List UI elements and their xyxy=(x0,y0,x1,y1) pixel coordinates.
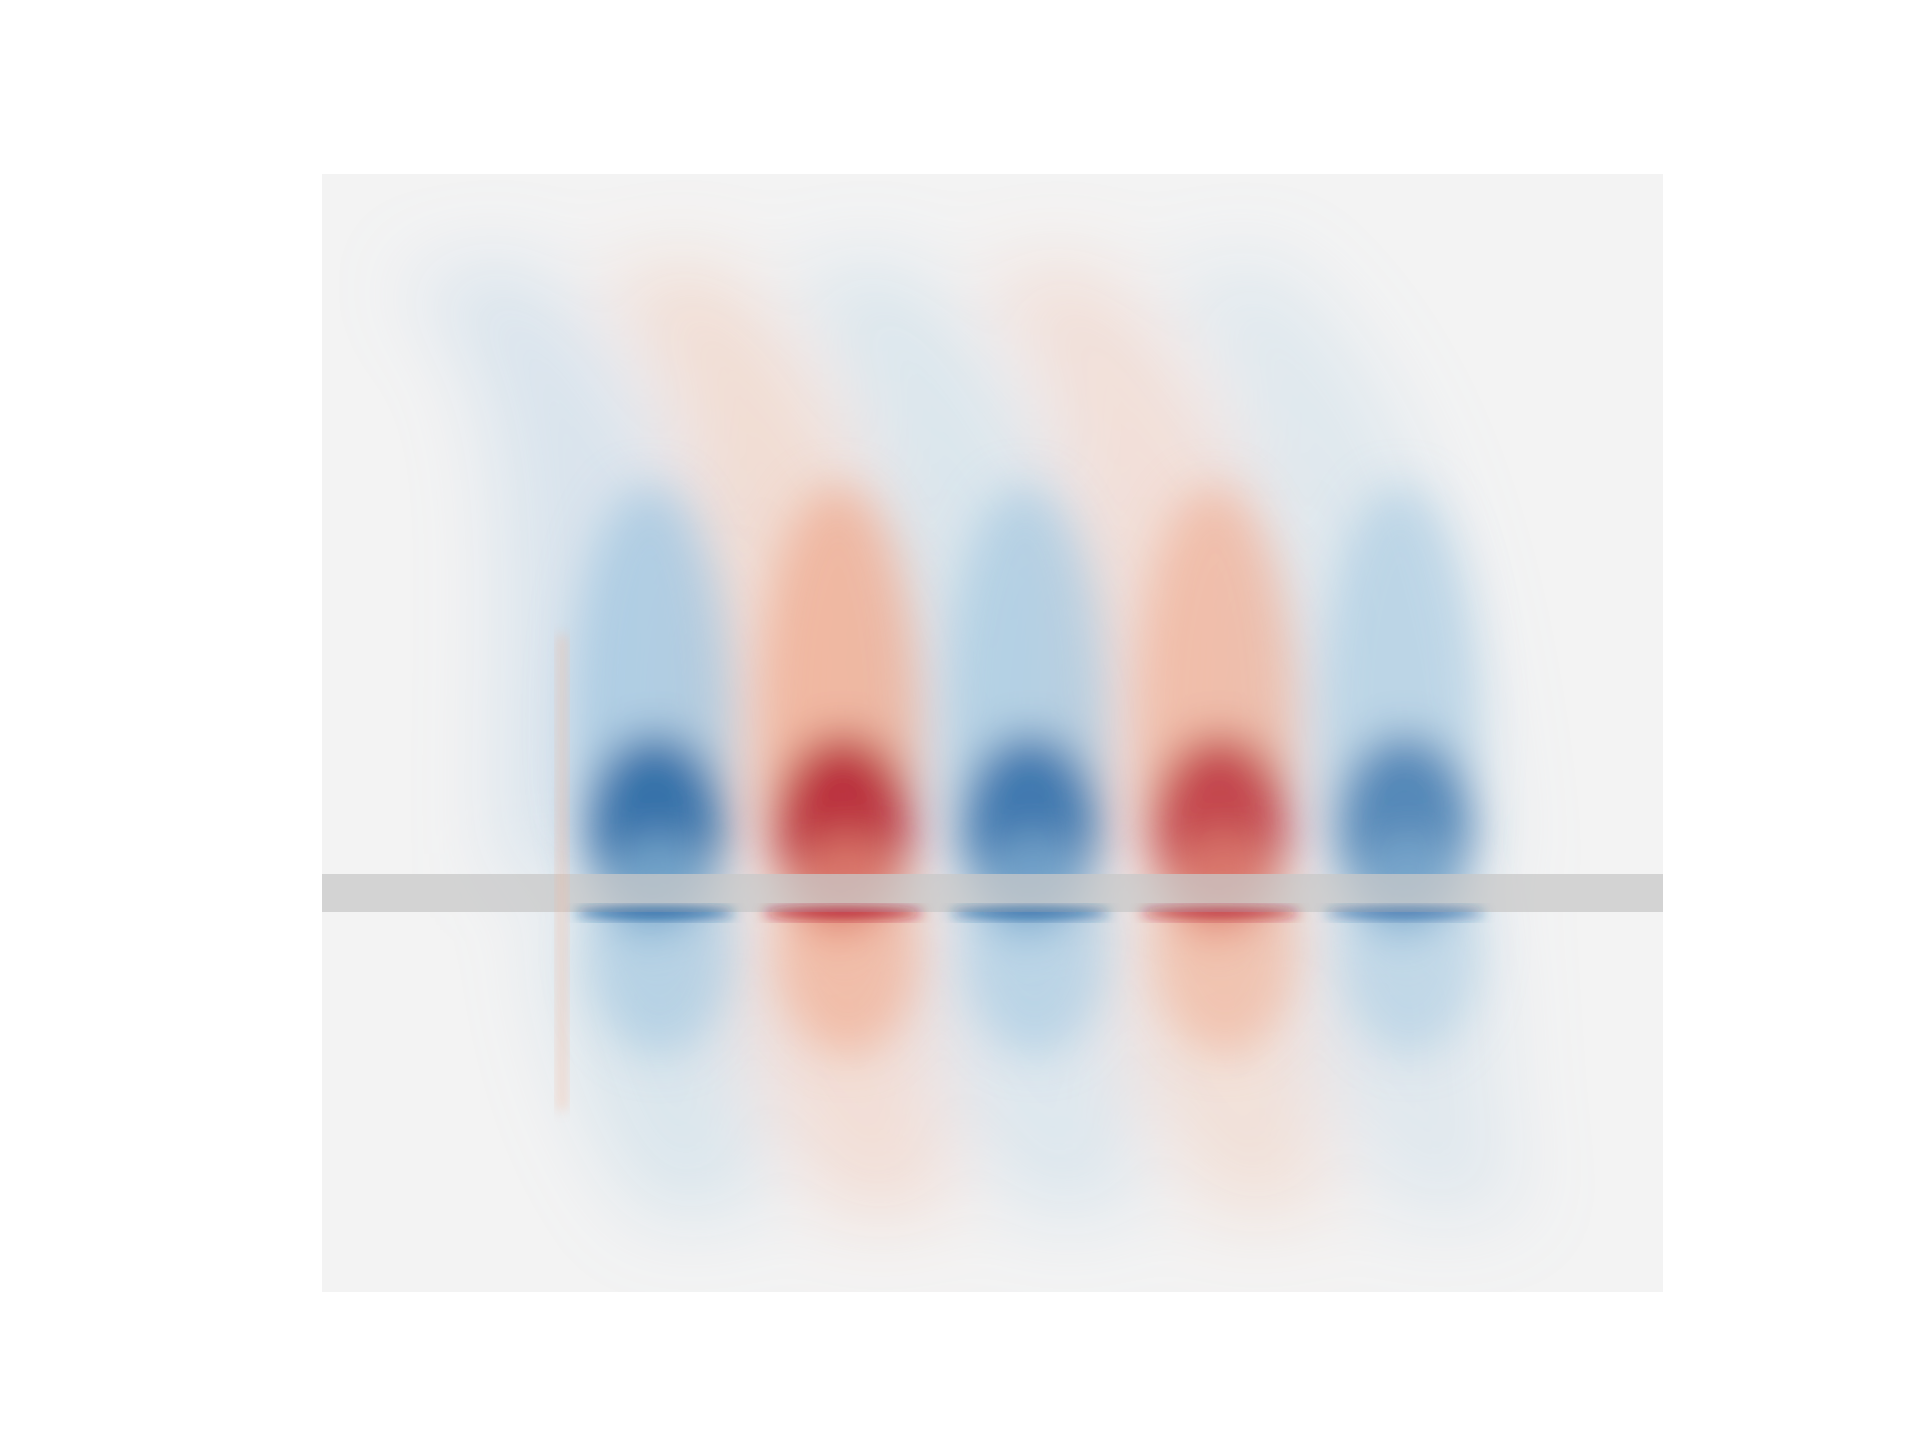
lobe-lower-3 xyxy=(963,835,1107,1055)
edge-spot-3 xyxy=(950,908,1110,918)
edge-spot-2 xyxy=(763,908,923,918)
lobe-lower-4 xyxy=(1153,835,1297,1055)
lobe-lower-2 xyxy=(776,835,920,1055)
source-line xyxy=(558,635,566,1110)
waveguide-band xyxy=(322,874,1663,912)
edge-spot-5 xyxy=(1325,908,1485,918)
near-field-lobes xyxy=(572,485,1482,1055)
lobe-lower-5 xyxy=(1338,835,1482,1055)
edge-spot-1 xyxy=(575,908,735,918)
plot-area xyxy=(322,174,1663,1292)
edge-spot-4 xyxy=(1140,908,1300,918)
lobe-lower-1 xyxy=(588,835,732,1055)
waveguide-edge-field xyxy=(575,908,1485,918)
